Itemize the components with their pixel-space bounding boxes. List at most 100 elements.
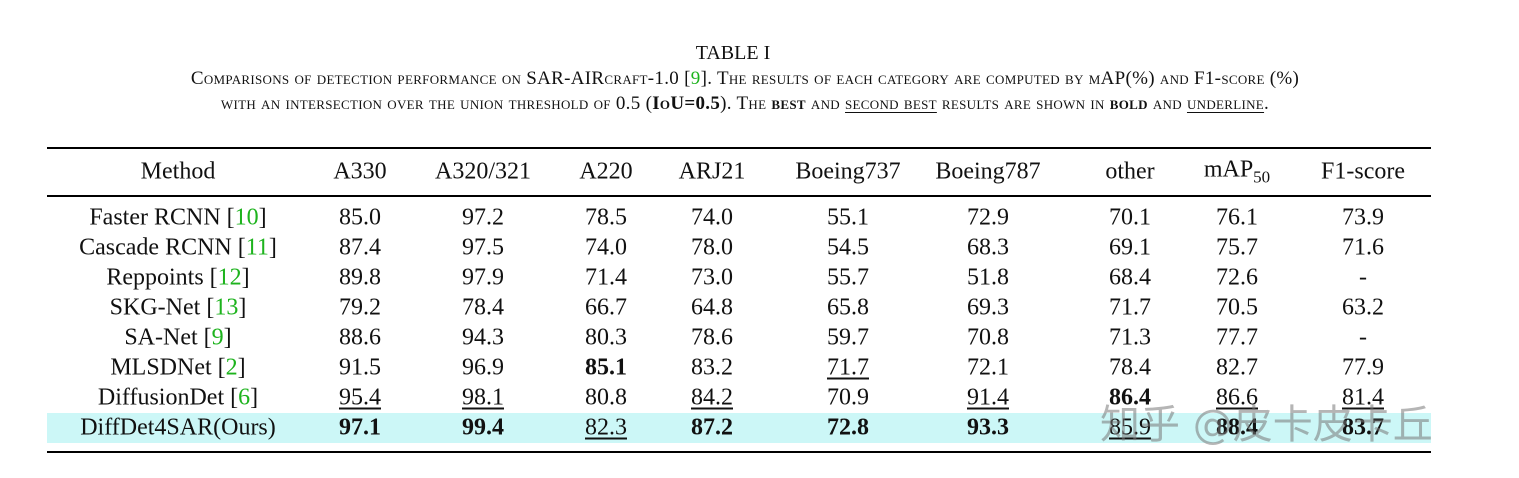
value-cell: 72.9 <box>967 204 1009 231</box>
value-cell: 91.4 <box>967 384 1009 411</box>
citation: 10 <box>234 204 259 231</box>
header-cell: A220 <box>579 159 632 186</box>
value-cell: 91.5 <box>339 354 381 381</box>
value-cell: 68.4 <box>1109 264 1151 291</box>
caption-text: and <box>805 93 846 114</box>
value-cell: 97.9 <box>462 264 504 291</box>
value-cell: 81.4 <box>1342 384 1384 411</box>
value-cell: 95.4 <box>339 384 381 411</box>
method-name: Cascade RCNN [ <box>79 234 246 261</box>
method-name: ] <box>238 294 247 321</box>
value-cell: 78.5 <box>585 204 627 231</box>
header-cell: A330 <box>333 159 386 186</box>
method-name: SKG-Net [ <box>109 294 215 321</box>
value-cell: 71.3 <box>1109 324 1151 351</box>
value-cell: 82.3 <box>585 414 627 441</box>
value-cell: 97.2 <box>462 204 504 231</box>
value-cell: 64.8 <box>691 294 733 321</box>
caption-text: 9 <box>690 68 701 89</box>
value-cell: 70.1 <box>1109 204 1151 231</box>
citation: 6 <box>238 384 251 411</box>
caption-text: with an intersection over the union thre… <box>220 93 653 114</box>
method-name: ] <box>237 354 246 381</box>
header-text: Boeing737 <box>795 158 901 185</box>
method-name: MLSDNet [ <box>110 354 226 381</box>
method-name: ] <box>223 324 232 351</box>
value-cell: 93.3 <box>967 414 1009 441</box>
header-cell: Boeing787 <box>935 159 1040 186</box>
caption-text: bold <box>1109 93 1148 114</box>
value-cell: 68.3 <box>967 234 1009 261</box>
citation: 2 <box>225 354 238 381</box>
value-cell: 71.7 <box>827 354 869 381</box>
method-cell: MLSDNet [2] <box>110 355 245 382</box>
value-cell: 66.7 <box>585 294 627 321</box>
method-name: Faster RCNN [ <box>89 204 235 231</box>
value-cell: 63.2 <box>1342 294 1384 321</box>
method-name: ] <box>268 234 277 261</box>
value-cell: 88.4 <box>1216 414 1258 441</box>
table-title: TABLE I <box>695 42 771 64</box>
value-cell: 78.4 <box>462 294 504 321</box>
method-name: SA-Net [ <box>124 324 212 351</box>
value-cell: 73.0 <box>691 264 733 291</box>
value-cell: 71.6 <box>1342 234 1384 261</box>
value-cell: 97.1 <box>339 414 381 441</box>
header-cell: other <box>1105 159 1154 186</box>
value-cell: 85.0 <box>339 204 381 231</box>
caption-text: . <box>1264 93 1270 114</box>
header-cell: A320/321 <box>435 159 531 186</box>
caption-text: ]. The results of each category are comp… <box>700 68 1300 89</box>
caption-text: Comparisons of detection performance on … <box>190 68 691 89</box>
value-cell: 89.8 <box>339 264 381 291</box>
header-text: other <box>1105 158 1155 185</box>
value-cell: 85.9 <box>1109 414 1151 441</box>
value-cell: 98.1 <box>462 384 504 411</box>
value-cell: 72.6 <box>1216 264 1258 291</box>
method-cell: DiffusionDet [6] <box>98 385 258 412</box>
value-cell: 84.2 <box>691 384 733 411</box>
watermark: 知乎 @皮卡皮卡丘 <box>1100 402 1433 448</box>
caption-text: underline <box>1186 93 1265 114</box>
value-cell: 79.2 <box>339 294 381 321</box>
value-cell: 78.4 <box>1109 354 1151 381</box>
value-cell: 78.0 <box>691 234 733 261</box>
header-cell: Method <box>141 159 216 186</box>
header-text: A220 <box>579 158 633 185</box>
method-cell: SA-Net [9] <box>124 325 231 352</box>
value-cell: 80.3 <box>585 324 627 351</box>
value-cell: 75.7 <box>1216 234 1258 261</box>
value-cell: 80.8 <box>585 384 627 411</box>
value-cell: 71.4 <box>585 264 627 291</box>
value-cell: 54.5 <box>827 234 869 261</box>
header-text: A330 <box>333 158 387 185</box>
citation: 12 <box>217 264 242 291</box>
value-cell: 55.7 <box>827 264 869 291</box>
value-cell: 78.6 <box>691 324 733 351</box>
method-name: ] <box>250 384 259 411</box>
citation: 13 <box>214 294 239 321</box>
value-cell: 69.3 <box>967 294 1009 321</box>
value-cell: 69.1 <box>1109 234 1151 261</box>
method-name: Reppoints [ <box>106 264 218 291</box>
value-cell: 88.6 <box>339 324 381 351</box>
caption-text: second best <box>845 93 937 114</box>
header-text: F1-score <box>1321 158 1405 185</box>
value-cell: 59.7 <box>827 324 869 351</box>
citation: 9 <box>211 324 224 351</box>
value-cell: 72.1 <box>967 354 1009 381</box>
value-cell: 74.0 <box>691 204 733 231</box>
caption-line: with an intersection over the union thre… <box>221 93 1269 115</box>
value-cell: 83.7 <box>1342 414 1384 441</box>
method-name: DiffDet4SAR(Ours) <box>80 414 276 441</box>
header-cell: ARJ21 <box>679 159 746 186</box>
table-rule <box>47 195 1431 197</box>
value-cell: 73.9 <box>1342 204 1384 231</box>
value-cell: 87.2 <box>691 414 733 441</box>
value-cell: 77.7 <box>1216 324 1258 351</box>
value-cell: - <box>1359 264 1367 291</box>
value-cell: 70.5 <box>1216 294 1258 321</box>
header-cell: Boeing737 <box>795 159 900 186</box>
value-cell: 83.2 <box>691 354 733 381</box>
